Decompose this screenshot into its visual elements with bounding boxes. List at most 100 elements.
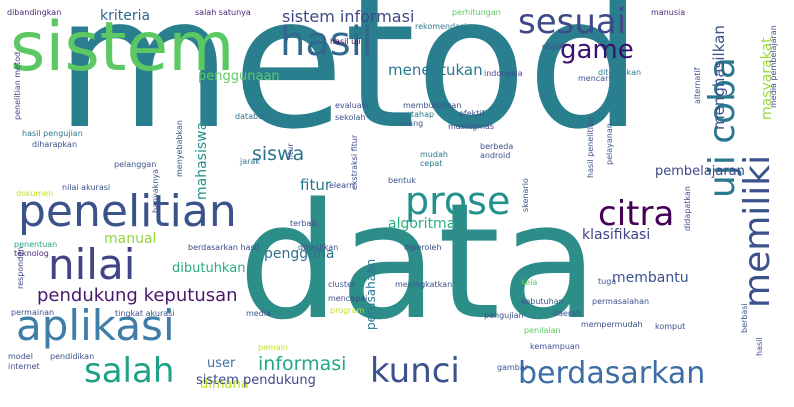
word-indonesia: indonesia (484, 69, 523, 78)
word-hasil: hasil (280, 19, 373, 65)
word-prose: prose (405, 179, 511, 223)
word-sistem-informasi: sistem informasi (282, 7, 415, 26)
word-menghasilkan: menghasilkan (710, 25, 728, 130)
word-diterapkan: diterapkan (598, 68, 642, 77)
word-model: model (8, 352, 33, 361)
word-permasalahan: permasalahan (592, 297, 650, 306)
word-diperoleh: diperoleh (404, 243, 442, 252)
word-cepat: cepat (420, 159, 443, 168)
word-alternatif: alternatif (693, 67, 702, 104)
word-hasil-2: hasil (755, 337, 764, 356)
word-jarak: jarak (240, 157, 260, 166)
word-mencapai: mencapai (328, 294, 368, 303)
word-dimana: dimana (200, 377, 249, 392)
word-siswa: siswa (252, 143, 305, 165)
word-klasifikasi: klasifikasi (582, 227, 651, 243)
word-dibutuhkan: dibutuhkan (172, 261, 246, 276)
word-berdasarkan-hasil: berdasarkan hasil (188, 243, 260, 252)
word-efektif: efektif (459, 109, 485, 118)
word-berbeda: berbeda (480, 142, 514, 151)
word-kela: kela (521, 278, 538, 287)
word-nilai: nilai (48, 240, 136, 289)
word-pengujian: pengujian (484, 311, 524, 320)
word-manusia: manusia (651, 8, 686, 17)
word-mempermudah: mempermudah (581, 320, 643, 329)
word-mudah: mudah (420, 150, 448, 159)
word-membantu: membantu (612, 270, 689, 286)
word-dihasilkan: dihasilkan (298, 243, 339, 252)
word-aplikasi: aplikasi (16, 301, 175, 350)
word-databas: databas (235, 112, 268, 121)
word-banyaknya: banyaknya (151, 168, 160, 213)
word-salah-satunya: salah satunya (195, 8, 251, 17)
word-dibandingkan: dibandingkan (7, 8, 62, 17)
word-skenario: skenario (521, 178, 530, 212)
word-elearn: elearn (329, 181, 355, 190)
word-bentuk: bentuk (388, 176, 416, 185)
word-dokumen: dokumen (16, 189, 54, 198)
word-manual: manual (104, 231, 157, 247)
word-perhitungan: perhitungan (452, 8, 501, 17)
word-tahap: tahap (411, 110, 435, 119)
word-didapatkan: didapatkan (683, 186, 692, 231)
word-diharapkan: diharapkan (32, 140, 78, 149)
word-sekolah: sekolah (335, 113, 366, 122)
word-masingmas: masingmas (448, 122, 495, 131)
word-rekomendasi: rekomendasi (415, 22, 467, 31)
word-hasil-penelitian: hasil penelitian (586, 117, 595, 178)
word-program: program (330, 306, 365, 315)
word-penelitian: penelitian (18, 186, 237, 237)
word-pemain: pemain (258, 343, 288, 352)
word-data: data (238, 168, 599, 355)
word-menyebabkan: menyebabkan (175, 120, 184, 177)
word-sesuai: sesuai (518, 2, 627, 42)
word-objek: objek (542, 42, 564, 51)
word-algoritma: algoritma (388, 216, 456, 232)
word-penggunaan: penggunaan (198, 69, 280, 84)
word-pembelajaran: pembelajaran (655, 164, 745, 179)
word-menentukan: menentukan (388, 61, 483, 79)
word-fitur: fitur (300, 176, 332, 194)
word-metod: metod (55, 0, 643, 169)
word-sistem: sistem (10, 8, 235, 87)
word-media: media (246, 309, 271, 318)
word-game: game (560, 35, 634, 65)
word-meningkatkan: meningkatkan (395, 280, 453, 289)
word-hasil-uji: hasil uji (330, 37, 361, 46)
word-daerah: daerah (553, 309, 582, 318)
word-gambar: gambar (497, 363, 529, 372)
word-kemampuan: kemampuan (530, 342, 580, 351)
word-pendukung-keputusan: pendukung keputusan (37, 285, 238, 306)
word-fitur-2: fitur (286, 143, 295, 160)
word-pengguna: pengguna (264, 246, 335, 262)
word-hasil-pengujian: hasil pengujian (22, 129, 83, 138)
word-user: user (207, 356, 236, 371)
word-penilaian: penilaian (524, 326, 561, 335)
word-tingkat-akurasi: tingkat akurasi (115, 309, 175, 318)
word-penentuan: penentuan (14, 240, 58, 249)
word-cluster: cluster (328, 280, 356, 289)
word-informasi: informasi (258, 353, 347, 375)
word-mencari: mencari (578, 74, 611, 83)
word-kriteria: kriteria (100, 8, 151, 24)
word-kunci: kunci (370, 351, 460, 391)
word-evaluasi: evaluasi (335, 101, 369, 110)
word-nilai-akurasi: nilai akurasi (62, 183, 111, 192)
word-memiliki: memiliki (737, 154, 778, 308)
word-teknolog: teknolog (14, 249, 49, 258)
word-citra: citra (598, 194, 675, 234)
word-tuga: tuga (598, 277, 617, 286)
word-terbaik: terbaik (290, 219, 319, 228)
word-salah: salah (84, 351, 175, 391)
word-media-pembelajaran: media pembelajaran (769, 25, 778, 108)
word-internet: internet (8, 362, 40, 371)
word-kebutuhan: kebutuhan (521, 297, 564, 306)
word-android: android (480, 151, 511, 160)
word-berdasarkan: berdasarkan (518, 356, 706, 391)
word-pendidikan: pendidikan (50, 352, 95, 361)
word-orang: orang (400, 119, 424, 128)
word-permainan: permainan (11, 308, 55, 317)
word-membutuhkan: membutuhkan (403, 101, 462, 110)
word-sistem-pendukung: sistem pendukung (196, 373, 316, 388)
